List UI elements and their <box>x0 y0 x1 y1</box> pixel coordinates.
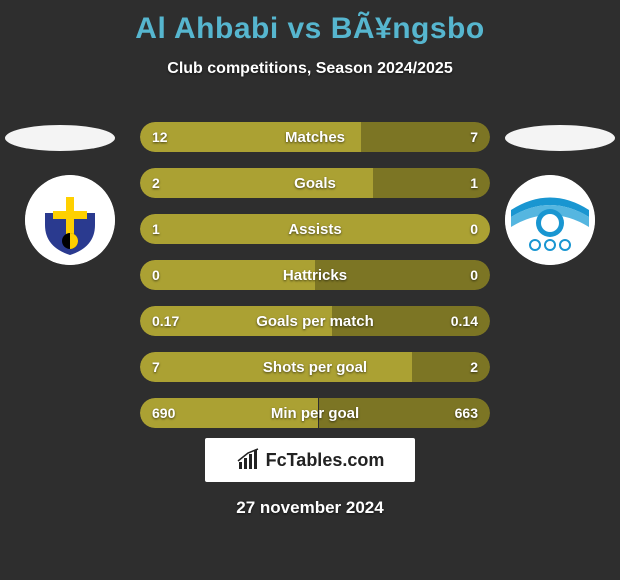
stat-label: Hattricks <box>283 267 347 284</box>
club-crest-icon <box>505 175 595 265</box>
stat-label: Min per goal <box>271 405 359 422</box>
stat-row: Hattricks 0 0 <box>140 260 490 290</box>
stat-label: Goals per match <box>256 313 374 330</box>
stat-value-left: 12 <box>152 129 168 145</box>
subtitle: Club competitions, Season 2024/2025 <box>0 60 620 78</box>
stat-value-left: 1 <box>152 221 160 237</box>
badge-shadow-left <box>5 125 115 151</box>
stat-value-right: 1 <box>470 175 478 191</box>
stat-row: Goals per match 0.17 0.14 <box>140 306 490 336</box>
stat-value-right: 2 <box>470 359 478 375</box>
page-title: Al Ahbabi vs BÃ¥ngsbo <box>0 0 620 46</box>
stat-row: Goals 2 1 <box>140 168 490 198</box>
team-badge-right <box>505 175 595 265</box>
stat-value-right: 0.14 <box>451 313 478 329</box>
stat-value-right: 7 <box>470 129 478 145</box>
stats-list: Matches 12 7 Goals 2 1 Assists 1 0 Hattricks 0 0 Goa… <box>140 122 490 444</box>
stat-label: Goals <box>294 175 336 192</box>
stat-row: Assists 1 0 <box>140 214 490 244</box>
stat-value-left: 0 <box>152 267 160 283</box>
stat-value-left: 7 <box>152 359 160 375</box>
stat-bar-left <box>140 168 373 198</box>
stat-label: Assists <box>288 221 341 238</box>
stat-value-right: 0 <box>470 221 478 237</box>
stat-row: Shots per goal 7 2 <box>140 352 490 382</box>
stat-bar-right <box>412 352 490 382</box>
stat-label: Matches <box>285 129 345 146</box>
team-badge-left <box>25 175 115 265</box>
badge-shadow-right <box>505 125 615 151</box>
stat-value-left: 2 <box>152 175 160 191</box>
stat-label: Shots per goal <box>263 359 367 376</box>
stat-value-right: 0 <box>470 267 478 283</box>
source-logo: FcTables.com <box>205 438 415 482</box>
shield-icon <box>25 175 115 265</box>
source-logo-text: FcTables.com <box>266 450 385 471</box>
stat-value-left: 0.17 <box>152 313 179 329</box>
stat-row: Min per goal 690 663 <box>140 398 490 428</box>
stat-value-right: 663 <box>455 405 478 421</box>
stat-value-left: 690 <box>152 405 175 421</box>
date-label: 27 november 2024 <box>0 498 620 518</box>
stat-row: Matches 12 7 <box>140 122 490 152</box>
bar-chart-icon <box>236 448 260 472</box>
comparison-card: Al Ahbabi vs BÃ¥ngsbo Club competitions,… <box>0 0 620 580</box>
